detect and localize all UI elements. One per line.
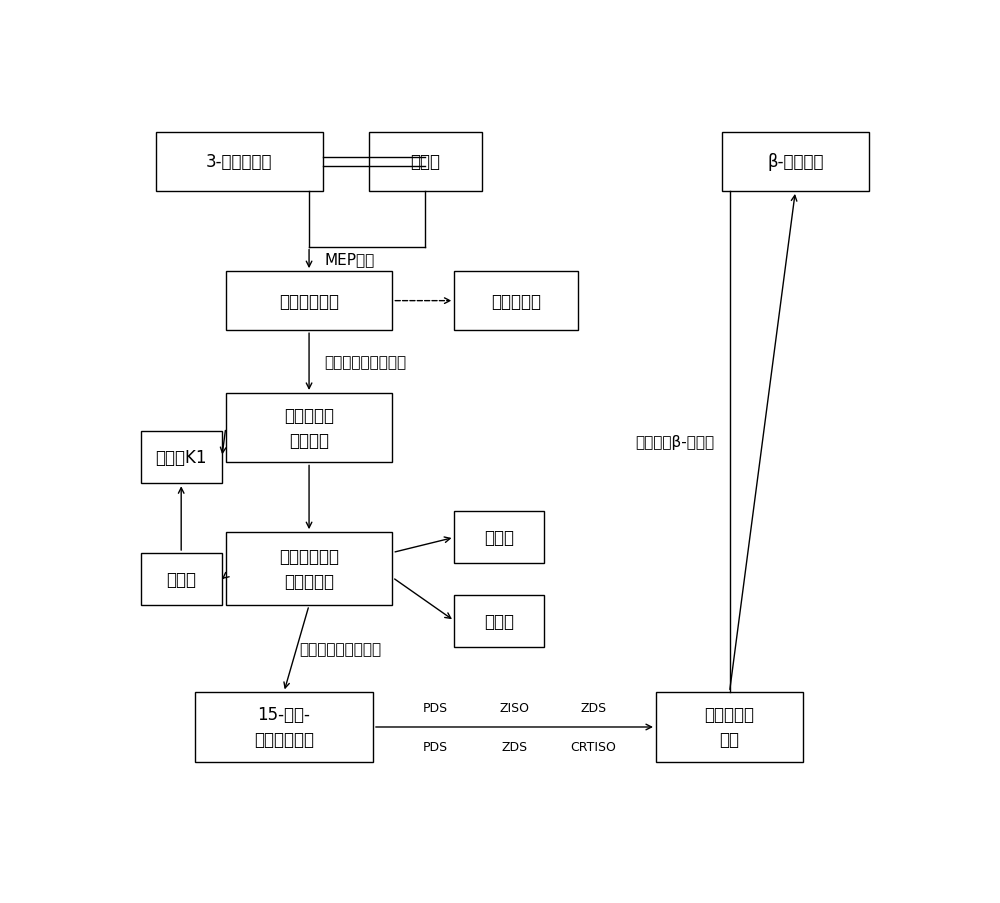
Bar: [226, 272, 392, 330]
Bar: [156, 133, 323, 191]
Text: 丙酮酸: 丙酮酸: [410, 154, 440, 172]
Text: 异戊烯二磷酸: 异戊烯二磷酸: [279, 293, 339, 311]
Text: 番茄红素β-环化酶: 番茄红素β-环化酶: [635, 434, 714, 450]
Text: PDS: PDS: [423, 702, 448, 714]
Bar: [656, 693, 803, 762]
Text: 3-磷酸甘油醛: 3-磷酸甘油醛: [206, 154, 273, 172]
Bar: [140, 432, 222, 484]
Text: β-胡萝卜素: β-胡萝卜素: [767, 154, 824, 172]
Bar: [454, 512, 544, 563]
Text: 维生素K1: 维生素K1: [155, 449, 207, 467]
Text: 15-顺式-
八氢番茄红素: 15-顺式- 八氢番茄红素: [254, 706, 314, 749]
Bar: [195, 693, 373, 762]
Text: 二甲基丙烯
基二磷酸: 二甲基丙烯 基二磷酸: [284, 406, 334, 450]
Text: ZDS: ZDS: [581, 702, 607, 714]
Text: ZDS: ZDS: [501, 740, 528, 753]
Text: CRTISO: CRTISO: [571, 740, 617, 753]
Text: 八氢番茄红素合成酶: 八氢番茄红素合成酶: [299, 641, 382, 656]
Text: MEP途径: MEP途径: [325, 252, 375, 267]
Bar: [454, 272, 578, 330]
Text: 赤霉素: 赤霉素: [484, 612, 514, 630]
Text: 叶绿素: 叶绿素: [484, 529, 514, 546]
Text: ZISO: ZISO: [499, 702, 529, 714]
Bar: [226, 394, 392, 463]
Bar: [722, 133, 869, 191]
Text: PDS: PDS: [423, 740, 448, 753]
Bar: [140, 554, 222, 606]
Bar: [369, 133, 482, 191]
Bar: [226, 533, 392, 606]
Text: 异戊烯二磷酸异构酶: 异戊烯二磷酸异构酶: [325, 355, 407, 369]
Bar: [454, 595, 544, 647]
Text: 生育酚: 生育酚: [166, 571, 196, 589]
Text: 牻牛儿基牻牛
儿基二磷酸: 牻牛儿基牻牛 儿基二磷酸: [279, 547, 339, 591]
Text: 细胞分裂素: 细胞分裂素: [491, 293, 541, 311]
Text: 全反式番茄
红素: 全反式番茄 红素: [704, 706, 755, 749]
